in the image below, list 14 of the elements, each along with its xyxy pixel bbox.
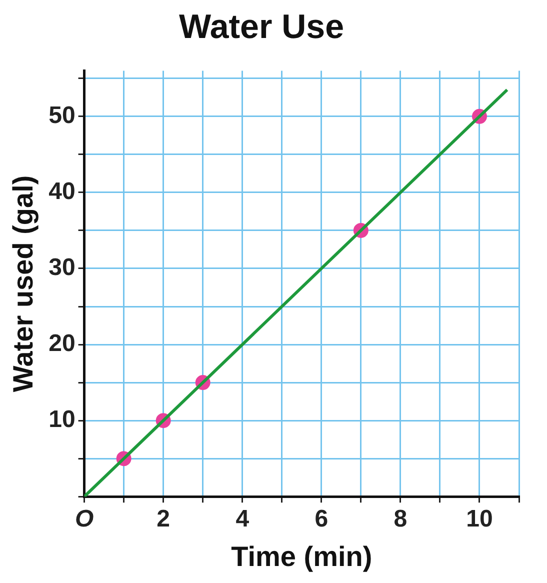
x-tick-label: 6 xyxy=(314,506,328,533)
y-tick-label: 50 xyxy=(48,102,76,130)
y-axis-title: Water used (gal) xyxy=(8,175,39,392)
y-tick-label: 10 xyxy=(48,406,76,434)
chart-title: Water Use xyxy=(178,8,344,46)
y-tick-label: 20 xyxy=(48,330,76,358)
x-tick-label: 10 xyxy=(466,506,493,533)
y-tick-label: 30 xyxy=(48,254,76,282)
x-tick-label: 2 xyxy=(156,506,170,533)
x-tick-label: 8 xyxy=(394,506,408,533)
x-tick-label: 4 xyxy=(236,506,250,533)
x-tick-label: O xyxy=(74,506,94,533)
y-tick-label: 40 xyxy=(48,178,76,206)
x-axis-title: Time (min) xyxy=(231,540,372,572)
